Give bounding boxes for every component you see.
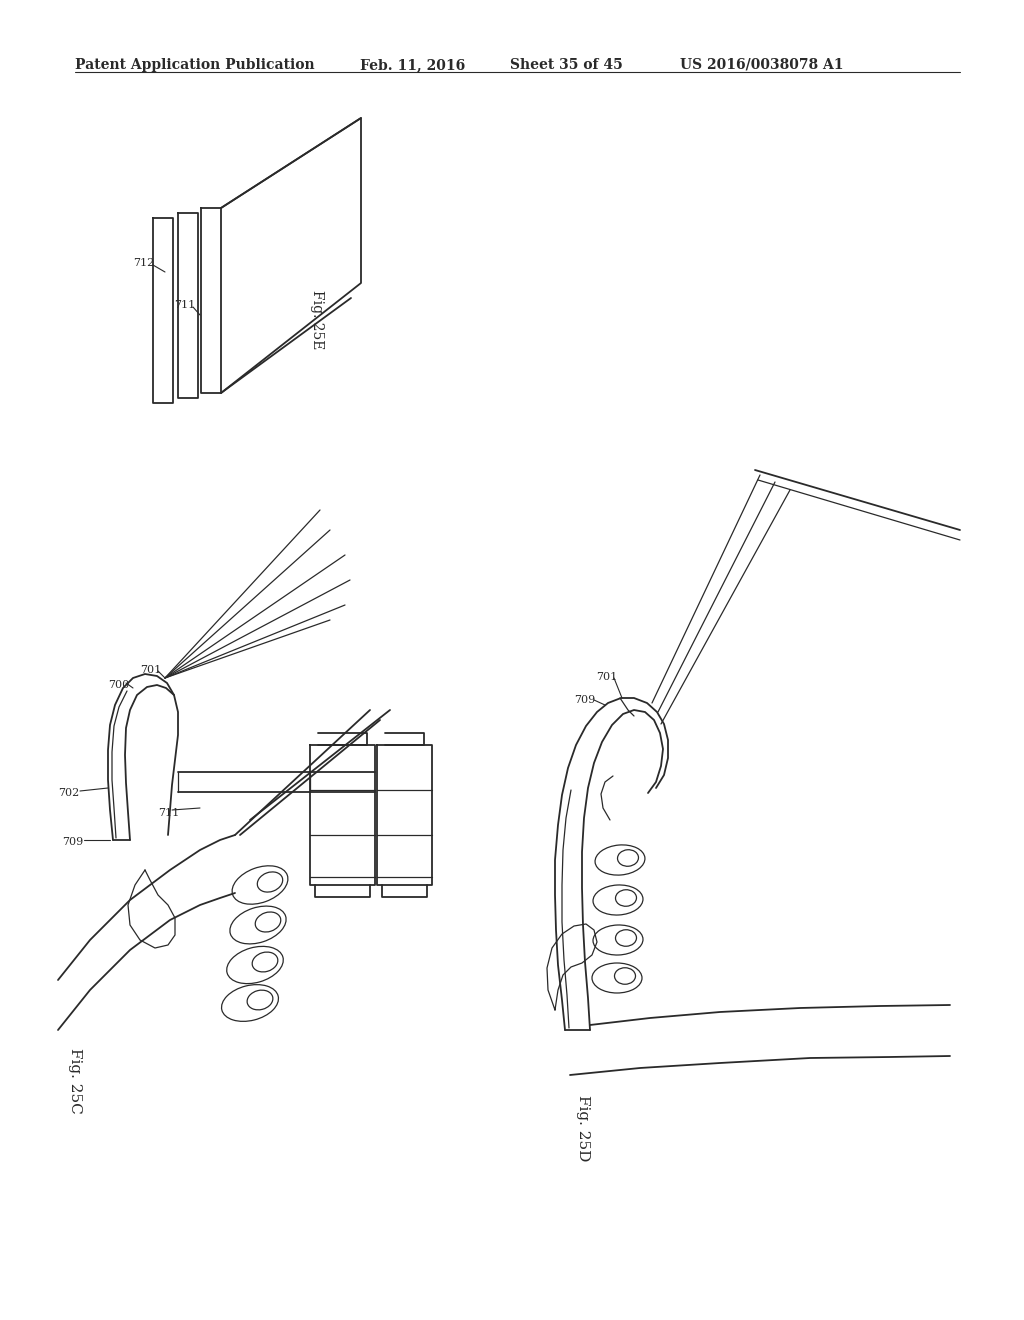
Text: 702: 702 (58, 788, 79, 799)
Text: Patent Application Publication: Patent Application Publication (75, 58, 314, 73)
Text: 709: 709 (62, 837, 83, 847)
Text: 711: 711 (174, 300, 196, 310)
Text: 712: 712 (133, 257, 155, 268)
Text: Fig. 25E: Fig. 25E (310, 290, 324, 350)
Text: US 2016/0038078 A1: US 2016/0038078 A1 (680, 58, 844, 73)
Text: 711: 711 (158, 808, 179, 818)
Text: 701: 701 (596, 672, 617, 682)
Text: 701: 701 (140, 665, 161, 675)
Text: Sheet 35 of 45: Sheet 35 of 45 (510, 58, 623, 73)
Text: Fig. 25C: Fig. 25C (68, 1048, 82, 1114)
Text: Feb. 11, 2016: Feb. 11, 2016 (360, 58, 465, 73)
Text: Fig. 25D: Fig. 25D (575, 1096, 590, 1162)
Text: 709: 709 (574, 696, 595, 705)
Text: 700: 700 (108, 680, 129, 690)
